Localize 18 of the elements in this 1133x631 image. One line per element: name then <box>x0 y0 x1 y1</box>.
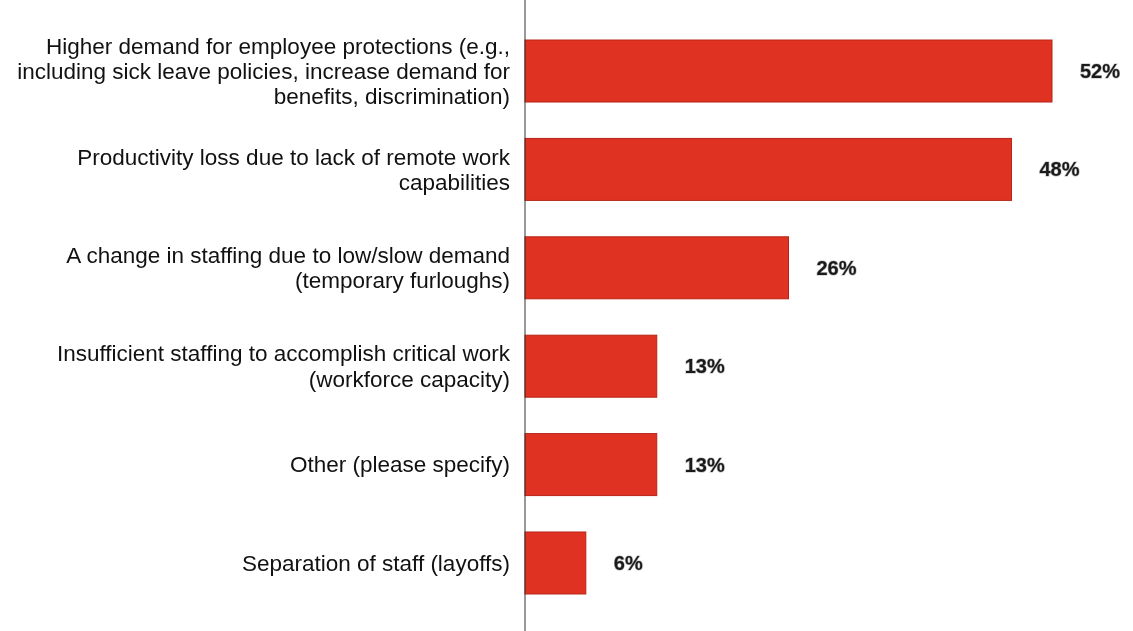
bar <box>524 433 658 497</box>
bar <box>524 39 1053 103</box>
y-tick-label: Higher demand for employee protections (e.g., including sick leave policies, increase demand for benefits, discrimination) <box>17 33 511 110</box>
y-tick-label: Insufficient staffing to accomplish critical work (workforce capacity) <box>56 341 511 392</box>
data-label: 13% <box>684 355 725 378</box>
data-label: 48% <box>1039 158 1080 181</box>
data-label: 26% <box>816 256 857 279</box>
data-label: 13% <box>684 453 725 476</box>
bar <box>524 334 658 398</box>
data-label: 52% <box>1080 60 1121 83</box>
y-tick-label: Separation of staff (layoffs) <box>241 550 510 576</box>
y-tick-label: A change in staffing due to low/slow demand (temporary furloughs) <box>66 243 510 294</box>
bar <box>524 137 1012 201</box>
bar <box>524 531 587 595</box>
y-tick-label: Productivity loss due to lack of remote work capabilities <box>77 144 511 195</box>
data-label: 6% <box>613 551 643 574</box>
y-tick-label: Other (please specify) <box>289 452 510 478</box>
bar <box>524 236 789 300</box>
